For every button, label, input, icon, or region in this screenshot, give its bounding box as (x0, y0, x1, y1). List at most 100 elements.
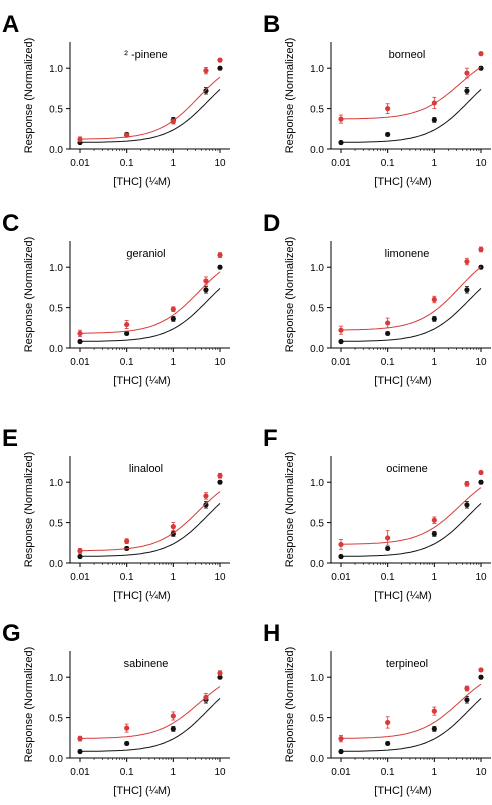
data-point (203, 493, 209, 499)
y-tick-label: 0.5 (49, 105, 63, 116)
data-point (464, 697, 470, 703)
y-tick-label: 0.0 (49, 754, 63, 765)
y-axis-label: Response (Normalized) (23, 38, 35, 154)
x-tick-label: 0.01 (331, 767, 351, 778)
data-point (338, 748, 344, 755)
x-tick-label: 1 (432, 158, 438, 169)
data-point (124, 740, 130, 747)
series-thc-alone (338, 65, 484, 146)
x-axis-label: [THC] (¼M) (374, 176, 431, 188)
series-thc-alone (77, 479, 223, 560)
y-tick-label: 0.5 (310, 304, 324, 315)
x-tick-label: 10 (475, 572, 487, 583)
x-axis-label: [THC] (¼M) (113, 176, 170, 188)
chart-title: borneol (389, 49, 426, 61)
fit-curve (80, 89, 221, 143)
data-point (203, 68, 209, 74)
data-point (203, 287, 209, 293)
data-point (431, 316, 437, 322)
data-point (77, 338, 83, 345)
data-point (478, 246, 484, 253)
y-axis-label: Response (Normalized) (284, 237, 296, 353)
data-point (217, 264, 223, 270)
chart-title: sabinene (124, 658, 169, 670)
series-combination (338, 246, 484, 335)
data-point (385, 106, 391, 112)
data-point (431, 117, 437, 123)
fit-curve (80, 686, 221, 739)
y-tick-label: 1.0 (310, 263, 324, 274)
data-point (431, 296, 437, 303)
x-tick-label: 0.1 (381, 158, 395, 169)
y-tick-label: 1.0 (49, 673, 63, 684)
fit-curve (341, 683, 482, 739)
data-point (338, 116, 344, 122)
panel-letter: F (263, 425, 278, 452)
y-tick-label: 1.0 (310, 673, 324, 684)
y-tick-label: 0.5 (49, 714, 63, 725)
fit-curve (79, 491, 221, 552)
data-point (77, 330, 83, 337)
data-point (385, 131, 391, 138)
data-point (217, 670, 223, 676)
fit-curve (341, 266, 482, 331)
series-combination (77, 472, 223, 554)
data-point (124, 330, 130, 337)
fit-curve (341, 503, 482, 557)
data-point (478, 65, 484, 71)
series-thc-alone (77, 264, 223, 345)
data-point (431, 726, 437, 732)
x-axis-label: [THC] (¼M) (113, 375, 170, 387)
data-point (170, 726, 176, 732)
data-point (77, 748, 83, 755)
data-point (478, 674, 484, 680)
y-tick-label: 0.5 (310, 714, 324, 725)
x-tick-label: 0.01 (70, 158, 90, 169)
x-axis-label: [THC] (¼M) (374, 785, 431, 797)
x-tick-label: 10 (475, 767, 487, 778)
data-point (385, 719, 391, 726)
x-tick-label: 1 (171, 767, 177, 778)
data-point (203, 88, 209, 94)
y-tick-label: 0.0 (310, 145, 324, 156)
data-point (464, 481, 470, 487)
data-point (203, 694, 209, 701)
data-point (385, 330, 391, 337)
data-point (170, 316, 176, 322)
x-axis-label: [THC] (¼M) (113, 590, 170, 602)
series-thc-alone (77, 674, 223, 755)
data-point (385, 535, 391, 541)
y-tick-label: 0.0 (49, 145, 63, 156)
x-tick-label: 1 (171, 357, 177, 368)
y-tick-label: 1.0 (49, 263, 63, 274)
data-point (431, 531, 437, 537)
data-point (170, 713, 176, 719)
chart-title: ocimene (386, 463, 428, 475)
data-point (478, 51, 484, 57)
y-axis-label: Response (Normalized) (23, 237, 35, 353)
y-axis-label: Response (Normalized) (23, 452, 35, 568)
fit-curve (341, 89, 482, 143)
x-tick-label: 0.01 (331, 158, 351, 169)
panel-letter: A (2, 11, 19, 38)
x-tick-label: 0.1 (381, 357, 395, 368)
data-point (464, 70, 470, 76)
series-thc-alone (338, 479, 484, 560)
x-tick-label: 1 (432, 572, 438, 583)
series-combination (338, 667, 484, 743)
y-tick-label: 0.0 (310, 344, 324, 355)
x-tick-label: 0.01 (70, 767, 90, 778)
y-tick-label: 0.0 (49, 559, 63, 570)
panel-letter: D (263, 210, 280, 237)
chart-title: limonene (385, 248, 430, 260)
y-axis-label: Response (Normalized) (284, 452, 296, 568)
data-point (170, 524, 176, 530)
data-point (431, 708, 437, 714)
data-point (385, 740, 391, 747)
x-tick-label: 10 (214, 767, 226, 778)
data-point (464, 502, 470, 508)
